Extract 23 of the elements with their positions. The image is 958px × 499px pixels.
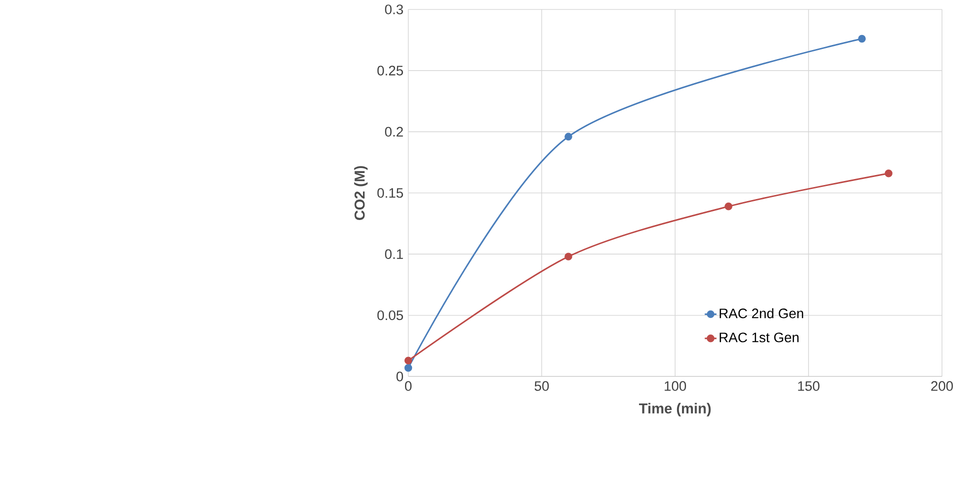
point <box>724 202 732 210</box>
y-tick-label: 0.25 <box>377 66 403 76</box>
point <box>884 170 892 178</box>
x-tick-label: 200 <box>931 381 953 391</box>
point <box>564 132 572 141</box>
y-axis-title: CO2 (M) <box>354 166 368 220</box>
y-tick-label: 0.2 <box>385 127 403 137</box>
x-axis-title: Time (min) <box>639 403 711 416</box>
y-tick-label: 0 <box>396 372 404 382</box>
x-tick-label: 50 <box>534 381 549 391</box>
point <box>404 364 412 372</box>
point <box>858 35 866 43</box>
point <box>564 252 572 261</box>
x-tick-label: 100 <box>664 381 686 391</box>
y-tick-label: 0.05 <box>377 310 403 320</box>
point <box>404 356 412 365</box>
x-tick-label: 150 <box>798 381 820 391</box>
x-tick-label: 0 <box>405 381 412 391</box>
y-tick-label: 0.1 <box>385 249 403 260</box>
legend-label: RAC 2nd Gen <box>720 308 804 318</box>
legend-label: RAC 1st Gen <box>720 332 799 342</box>
y-tick-label: 0.15 <box>377 188 403 198</box>
y-tick-label: 0.3 <box>385 4 403 14</box>
